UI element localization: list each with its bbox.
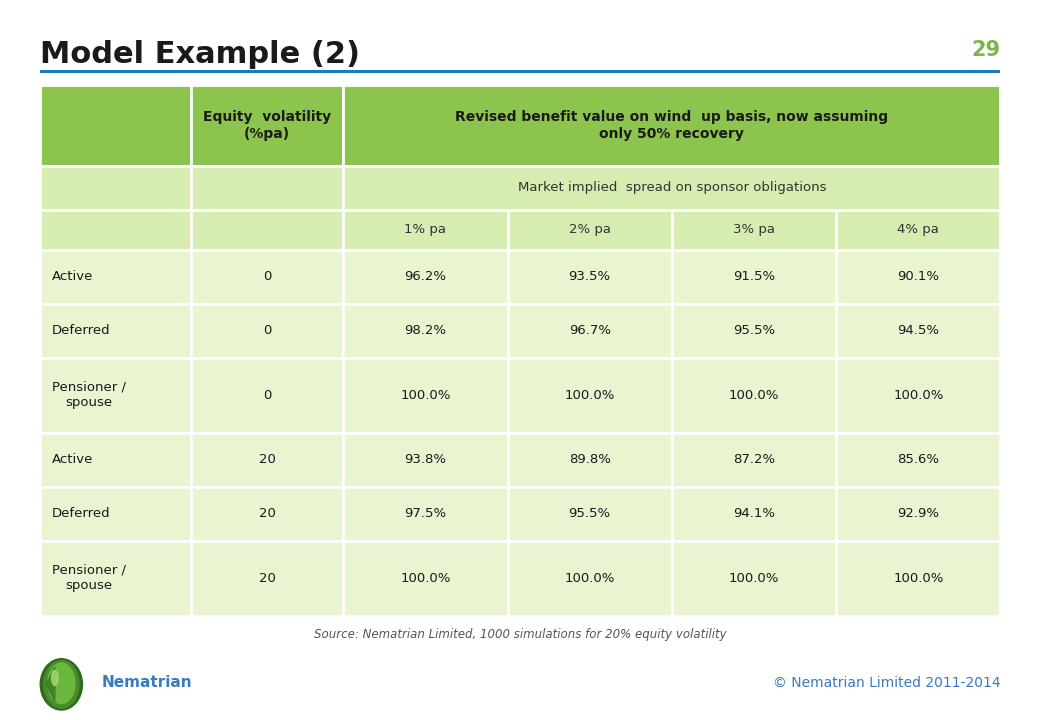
Text: 0: 0 (263, 270, 271, 283)
Text: Active: Active (52, 270, 93, 283)
Text: 90.1%: 90.1% (898, 270, 939, 283)
Text: 96.7%: 96.7% (569, 324, 610, 337)
Text: Deferred: Deferred (52, 507, 110, 520)
Text: 4% pa: 4% pa (898, 223, 939, 236)
Text: Deferred: Deferred (52, 324, 110, 337)
Text: Revised benefit value on wind  up basis, now assuming
only 50% recovery: Revised benefit value on wind up basis, … (456, 110, 888, 141)
Text: 100.0%: 100.0% (893, 572, 943, 585)
Text: Pensioner /
spouse: Pensioner / spouse (52, 381, 126, 410)
Text: 20: 20 (259, 453, 276, 466)
Text: Pensioner /
spouse: Pensioner / spouse (52, 564, 126, 593)
Text: Source: Nematrian Limited, 1000 simulations for 20% equity volatility: Source: Nematrian Limited, 1000 simulati… (314, 628, 726, 641)
Text: 20: 20 (259, 507, 276, 520)
Ellipse shape (41, 659, 82, 710)
Text: 92.9%: 92.9% (898, 507, 939, 520)
Text: 94.1%: 94.1% (733, 507, 775, 520)
Text: Active: Active (52, 453, 93, 466)
Ellipse shape (44, 661, 79, 708)
Text: 97.5%: 97.5% (405, 507, 446, 520)
Text: 91.5%: 91.5% (733, 270, 775, 283)
Text: 98.2%: 98.2% (405, 324, 446, 337)
Text: 100.0%: 100.0% (565, 389, 615, 402)
Text: 29: 29 (971, 40, 1000, 60)
Text: Market implied  spread on sponsor obligations: Market implied spread on sponsor obligat… (518, 181, 826, 194)
Text: 94.5%: 94.5% (898, 324, 939, 337)
Text: 93.5%: 93.5% (569, 270, 610, 283)
Text: 100.0%: 100.0% (400, 572, 450, 585)
Text: 3% pa: 3% pa (733, 223, 775, 236)
Ellipse shape (48, 663, 75, 703)
Text: 96.2%: 96.2% (405, 270, 446, 283)
Text: 89.8%: 89.8% (569, 453, 610, 466)
Polygon shape (46, 667, 55, 701)
Text: 100.0%: 100.0% (729, 389, 779, 402)
Text: 100.0%: 100.0% (893, 389, 943, 402)
Text: 100.0%: 100.0% (400, 389, 450, 402)
Text: Nematrian: Nematrian (102, 675, 192, 690)
Text: 20: 20 (259, 572, 276, 585)
Text: © Nematrian Limited 2011-2014: © Nematrian Limited 2011-2014 (773, 675, 1000, 690)
Text: 0: 0 (263, 324, 271, 337)
Text: 93.8%: 93.8% (405, 453, 446, 466)
Text: 85.6%: 85.6% (898, 453, 939, 466)
Text: Equity  volatility
(%pa): Equity volatility (%pa) (203, 110, 332, 141)
Text: 95.5%: 95.5% (569, 507, 610, 520)
Text: 0: 0 (263, 389, 271, 402)
Text: 100.0%: 100.0% (565, 572, 615, 585)
Text: 2% pa: 2% pa (569, 223, 610, 236)
Text: Model Example (2): Model Example (2) (40, 40, 360, 68)
Text: 95.5%: 95.5% (733, 324, 775, 337)
Text: 1% pa: 1% pa (405, 223, 446, 236)
Ellipse shape (52, 670, 58, 685)
Text: 87.2%: 87.2% (733, 453, 775, 466)
Text: 100.0%: 100.0% (729, 572, 779, 585)
